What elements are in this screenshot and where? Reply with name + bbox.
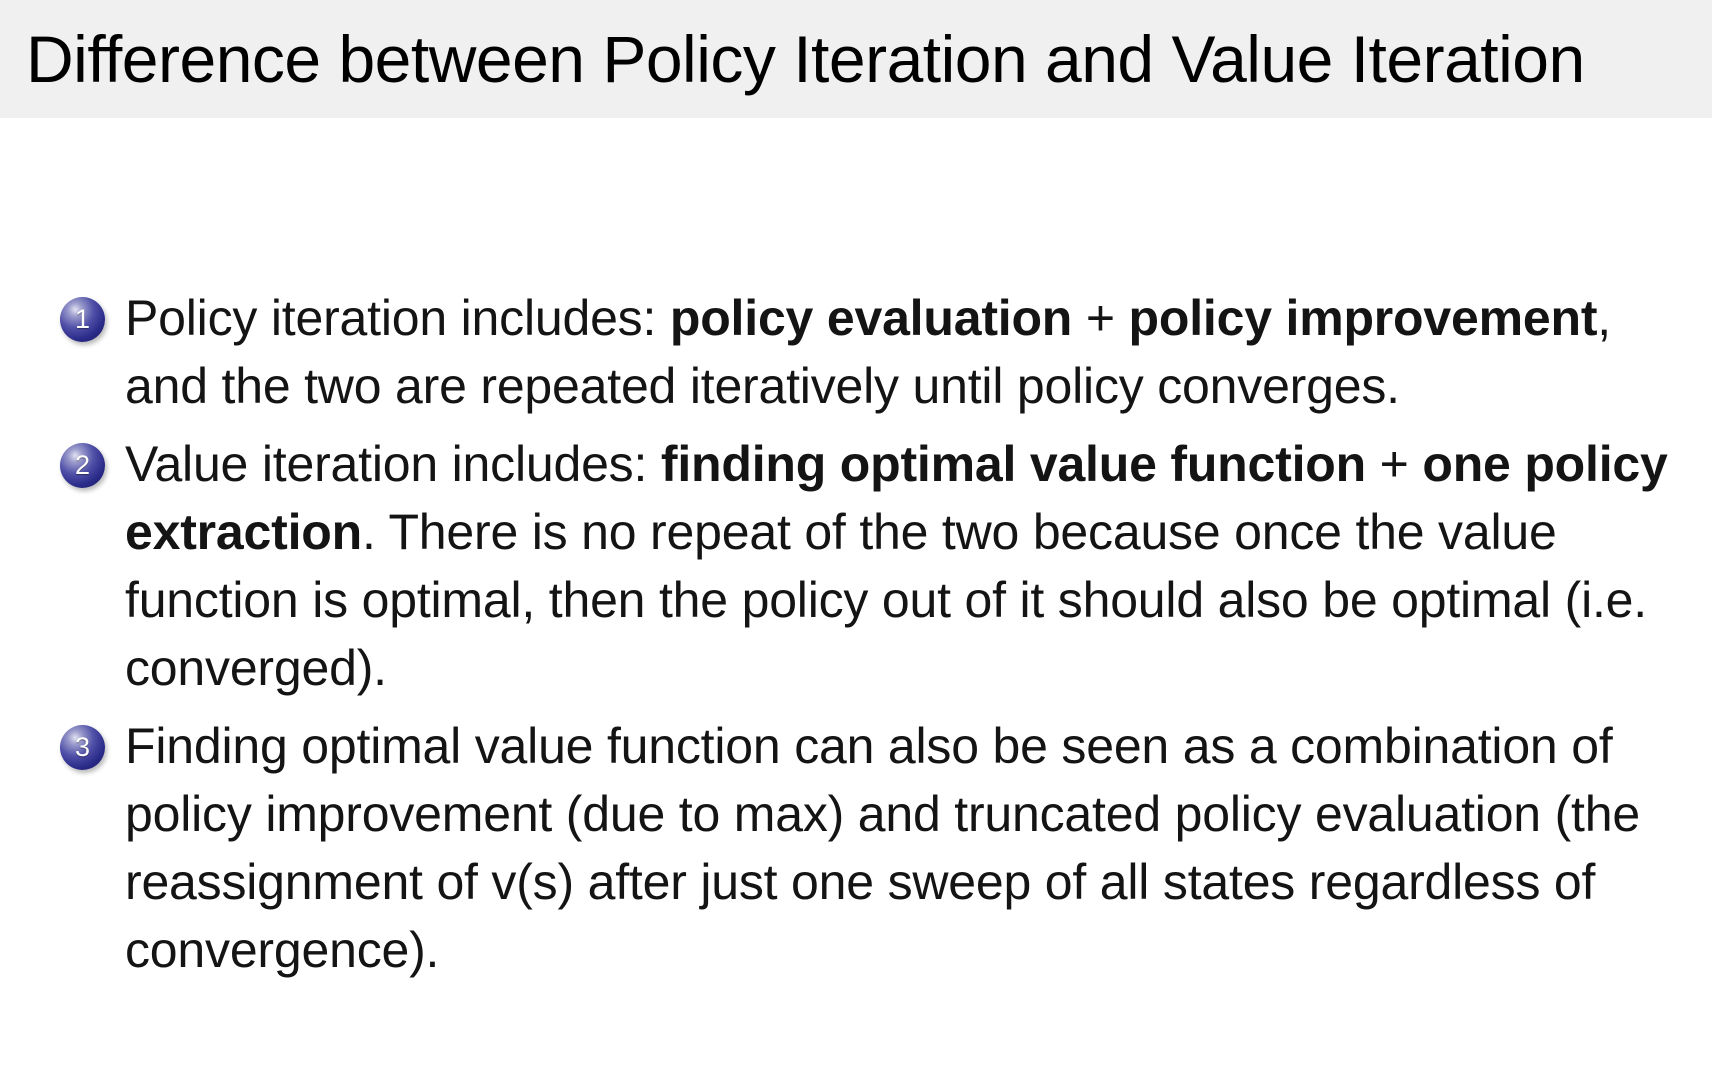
text-segment: one policy extraction: [125, 436, 1668, 560]
text-segment: . There is no repeat of the two because …: [125, 504, 1647, 696]
item-number-badge: 2: [60, 443, 105, 488]
slide-body: 1 Policy iteration includes: policy evalu…: [0, 284, 1712, 984]
bullet-list: 1 Policy iteration includes: policy evalu…: [0, 284, 1712, 984]
item-text: Value iteration includes: finding optima…: [125, 430, 1685, 702]
text-segment: , and the two are repeated iteratively u…: [125, 290, 1611, 414]
slide-title: Difference between Policy Iteration and …: [26, 22, 1585, 96]
text-segment: Policy iteration includes:: [125, 290, 670, 346]
list-item: 3 Finding optimal value function can also…: [60, 712, 1712, 984]
frametitle-bar: Difference between Policy Iteration and …: [0, 0, 1712, 118]
text-segment: policy evaluation: [669, 290, 1073, 346]
text-segment: +: [1365, 436, 1423, 492]
list-item: 2 Value iteration includes: finding optim…: [60, 430, 1712, 702]
item-text: Policy iteration includes: policy evalua…: [125, 284, 1685, 420]
item-number-badge: 1: [60, 297, 105, 342]
text-segment: policy improvement: [1128, 290, 1598, 346]
text-segment: +: [1072, 290, 1129, 346]
text-segment: Value iteration includes:: [125, 436, 661, 492]
list-item: 1 Policy iteration includes: policy evalu…: [60, 284, 1712, 420]
text-segment: finding optimal value function: [660, 436, 1366, 492]
text-segment: Finding optimal value function can also …: [125, 718, 1640, 978]
item-text: Finding optimal value function can also …: [125, 712, 1685, 984]
item-number-badge: 3: [60, 725, 105, 770]
